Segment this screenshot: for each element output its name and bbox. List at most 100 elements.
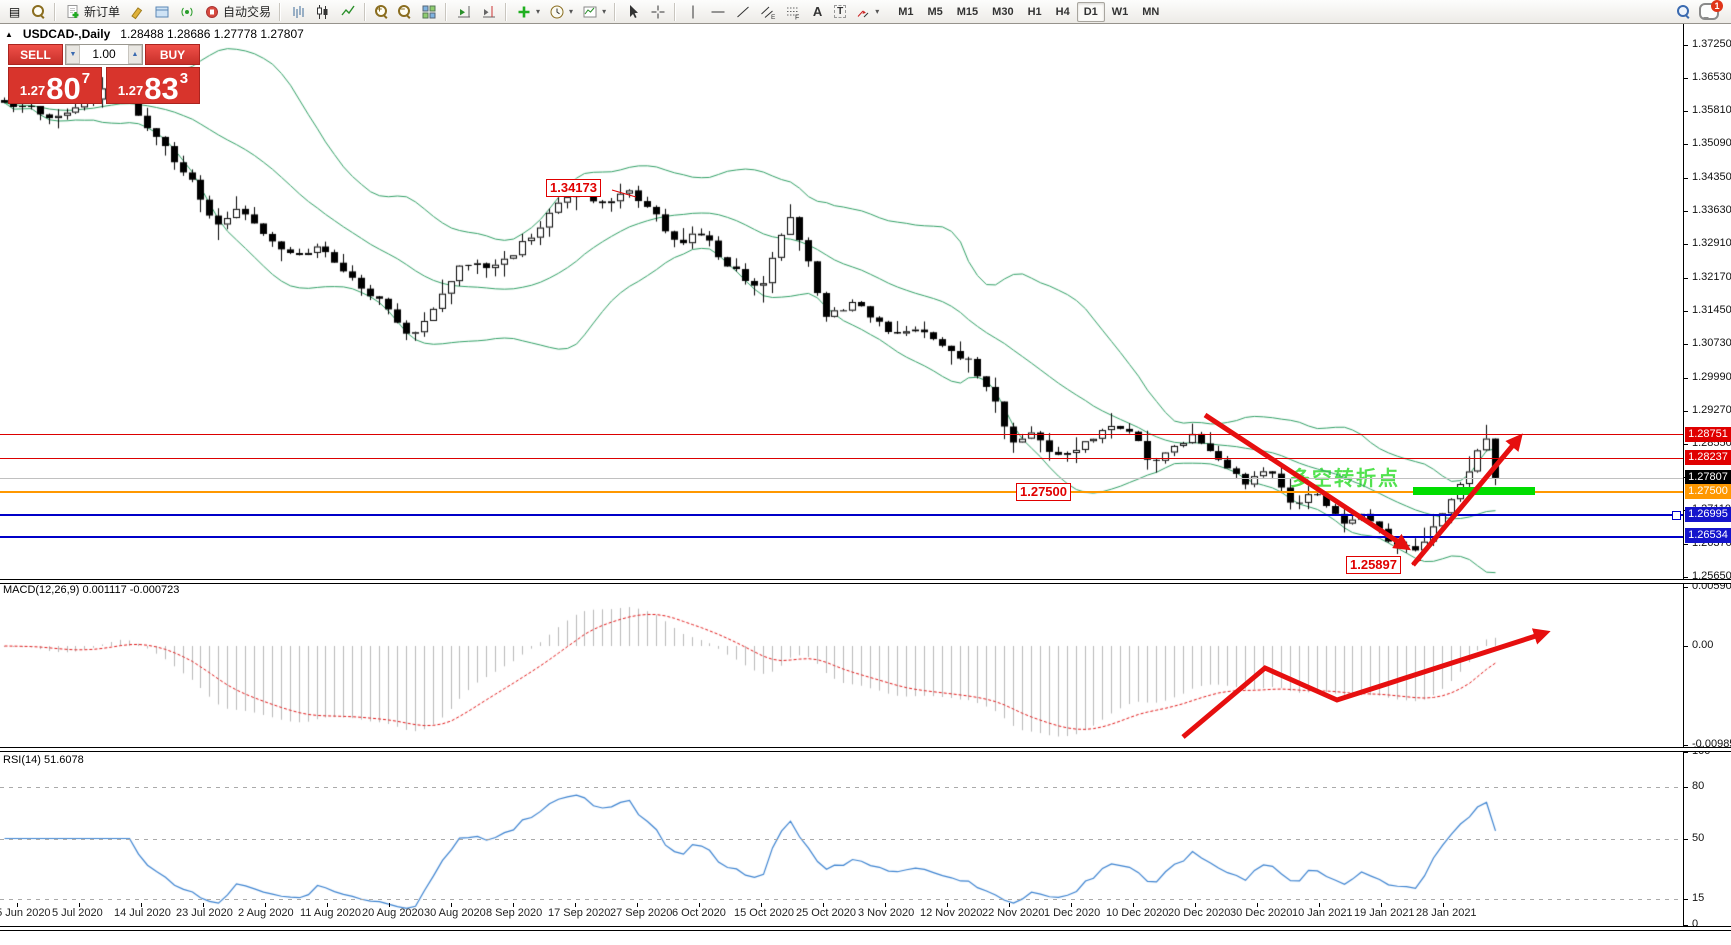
horizontal-level-line[interactable]	[0, 477, 1683, 479]
timeframe-M1[interactable]: M1	[898, 5, 914, 18]
pane-separator[interactable]	[0, 747, 1731, 752]
styler-button[interactable]	[124, 0, 149, 24]
horizontal-level-line[interactable]	[0, 457, 1683, 459]
timeframe-M15[interactable]: M15	[956, 5, 979, 18]
sell-price-box[interactable]: 1.27 80 7	[8, 67, 102, 104]
tile-windows-button[interactable]	[416, 0, 441, 24]
trendline-icon	[734, 3, 751, 20]
notifications-icon[interactable]: 1	[1699, 0, 1723, 20]
new-order-button[interactable]: 新订单	[60, 0, 124, 24]
chart-shift-icon	[480, 3, 497, 20]
vertical-line-button[interactable]	[680, 0, 705, 24]
candle-chart-button[interactable]	[310, 0, 335, 24]
line-selection-handle[interactable]	[1672, 511, 1681, 520]
price-badge: 1.28237	[1685, 450, 1731, 466]
periods-button[interactable]: ▾	[544, 0, 577, 24]
chart-title: ▲ USDCAD-,Daily 1.28488 1.28686 1.27778 …	[5, 27, 304, 41]
price-axis-tick	[1683, 78, 1688, 80]
zoom-in-button[interactable]: +	[370, 0, 393, 24]
rsi-axis-tick	[1683, 925, 1688, 926]
volume-decrease-button[interactable]: ▼	[66, 45, 80, 64]
price-axis-tick	[1683, 45, 1688, 46]
volume-value[interactable]: 1.00	[92, 47, 116, 61]
profiles-button[interactable]	[149, 0, 174, 24]
zoom-in-icon: +	[374, 4, 389, 19]
search-icon[interactable]	[1676, 4, 1691, 19]
rsi-axis-tick	[1683, 786, 1688, 788]
date-axis-tick	[1257, 903, 1258, 907]
line-chart-button[interactable]	[335, 0, 360, 24]
text-button[interactable]: A	[805, 0, 830, 24]
arrows-button[interactable]: ▾	[850, 0, 883, 24]
price-axis-border	[1683, 24, 1684, 929]
rsi-label: RSI(14) 51.6078	[3, 754, 84, 766]
date-axis-tick	[699, 903, 700, 907]
mid-price-tag[interactable]: 1.27500	[1016, 483, 1071, 501]
buy-price-box[interactable]: 1.27 83 3	[106, 67, 200, 104]
date-axis-tick	[389, 903, 390, 907]
templates-button[interactable]: ▾	[577, 0, 610, 24]
crosshair-button[interactable]	[645, 0, 670, 24]
date-axis-tick	[1071, 903, 1072, 907]
chart-window-button[interactable]: ▤	[2, 0, 27, 24]
date-axis-label: 28 Jan 2021	[1416, 907, 1477, 919]
toolbar-separator	[445, 2, 448, 21]
cursor-button[interactable]	[620, 0, 645, 24]
fibonacci-button[interactable]: F	[780, 0, 805, 24]
timeframe-M30[interactable]: M30	[992, 5, 1014, 18]
sell-button[interactable]: SELL	[8, 44, 63, 65]
timeframe-D1[interactable]: D1	[1076, 1, 1105, 22]
timeframe-MN[interactable]: MN	[1142, 5, 1160, 18]
macd-axis-label: 0.00	[1692, 639, 1714, 651]
bar-chart-button[interactable]	[285, 0, 310, 24]
chart-title-icon: ▲	[5, 29, 13, 39]
date-axis-tick	[1133, 903, 1134, 907]
channel-button[interactable]: E	[755, 0, 780, 24]
auto-scroll-button[interactable]	[451, 0, 476, 24]
horizontal-level-line[interactable]	[0, 535, 1683, 538]
chart-shift-button[interactable]	[476, 0, 501, 24]
horizontal-level-line[interactable]	[0, 434, 1683, 436]
zoom-out-button[interactable]: −	[393, 0, 416, 24]
pane-separator[interactable]	[0, 579, 1731, 584]
timeframe-H4[interactable]: H4	[1055, 5, 1070, 18]
timeframe-W1[interactable]: W1	[1111, 5, 1129, 18]
price-axis-tick	[1683, 211, 1688, 213]
support-zone-bar[interactable]	[1413, 487, 1535, 495]
horizontal-line-button[interactable]	[705, 0, 730, 24]
signals-button[interactable]	[174, 0, 199, 24]
date-axis-tick	[17, 903, 18, 907]
date-axis-tick	[451, 903, 452, 907]
date-axis-tick	[1009, 903, 1010, 907]
notification-badge: 1	[1711, 0, 1723, 12]
peak-price-tag[interactable]: 1.34173	[546, 179, 601, 197]
date-axis-label: 12 Nov 2020	[920, 907, 983, 919]
date-axis-tick	[1443, 903, 1444, 907]
horizontal-level-line[interactable]	[0, 514, 1683, 517]
rsi-level-line	[0, 838, 1683, 840]
pane-separator[interactable]	[0, 926, 1731, 931]
sell-price-small: 1.27	[19, 83, 46, 98]
timeframe-H1[interactable]: H1	[1027, 5, 1042, 18]
horizontal-level-line[interactable]	[0, 491, 1683, 494]
new-order-icon	[64, 3, 81, 20]
rsi-level-line	[0, 786, 1683, 788]
date-axis-label: 23 Jul 2020	[176, 907, 233, 919]
market-watch-button[interactable]	[27, 0, 50, 24]
volume-increase-button[interactable]: ▲	[128, 45, 142, 64]
timeframe-M5[interactable]: M5	[927, 5, 943, 18]
trendline-button[interactable]	[730, 0, 755, 24]
chart-root: ▲ USDCAD-,Daily 1.28488 1.28686 1.27778 …	[0, 24, 1731, 945]
auto-trading-button[interactable]: 自动交易	[199, 0, 275, 24]
indicators-button[interactable]: ▾	[511, 0, 544, 24]
chart-canvas[interactable]	[0, 24, 1731, 945]
buy-button[interactable]: BUY	[145, 44, 200, 65]
toolbar: ▤ 新订单 自动交易 + − ▾ ▾ ▾	[0, 0, 1731, 24]
date-axis-label: 5 Jul 2020	[52, 907, 103, 919]
template-icon	[581, 3, 598, 20]
low-price-tag[interactable]: 1.25897	[1346, 556, 1401, 574]
chevron-down-icon: ▾	[875, 7, 880, 16]
price-badge: 1.28751	[1685, 426, 1731, 442]
text-label-button[interactable]: T	[830, 0, 850, 24]
